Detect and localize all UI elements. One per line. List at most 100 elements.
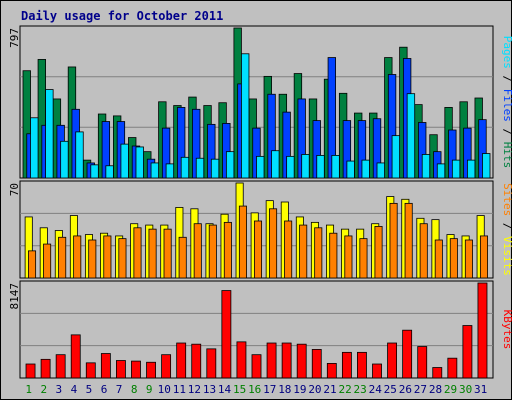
kbytes-bar-day-26 bbox=[402, 329, 413, 379]
kbytes-bar-day-10 bbox=[161, 354, 172, 379]
pages-bar-day-21 bbox=[331, 155, 340, 179]
legend-label-kbytes: KBytes bbox=[501, 310, 512, 350]
x-tick-label-5: 5 bbox=[86, 383, 93, 396]
legend-separator: / bbox=[501, 122, 512, 142]
x-tick-label-31: 31 bbox=[474, 383, 487, 396]
pages-bar-day-12 bbox=[195, 157, 205, 179]
pages-bar-day-23 bbox=[361, 159, 370, 179]
sites-bar-day-24 bbox=[374, 226, 383, 279]
pages-bar-day-27 bbox=[421, 154, 431, 179]
pages-bar-day-16 bbox=[256, 155, 265, 179]
kbytes-bar-day-13 bbox=[206, 348, 217, 379]
kbytes-bar-day-15 bbox=[236, 341, 247, 379]
kbytes-bar-day-5 bbox=[85, 362, 96, 379]
kbytes-bar-day-22 bbox=[341, 351, 352, 379]
sites-bar-day-1 bbox=[28, 250, 37, 279]
sites-bar-day-21 bbox=[329, 232, 338, 279]
x-tick-label-23: 23 bbox=[354, 383, 367, 396]
kbytes-bar-day-25 bbox=[387, 342, 397, 379]
visitors-panel: 70 Sites / Visits bbox=[8, 180, 512, 279]
sites-bar-day-13 bbox=[208, 224, 217, 279]
x-tick-label-24: 24 bbox=[369, 383, 383, 396]
sites-bar-day-12 bbox=[193, 223, 202, 279]
kbytes-bar-day-9 bbox=[146, 361, 156, 379]
legend-label-pages: Pages bbox=[501, 36, 512, 69]
x-tick-label-1: 1 bbox=[25, 383, 32, 396]
kbytes-bar-day-2 bbox=[40, 358, 51, 379]
pages-bar-day-8 bbox=[135, 146, 144, 179]
x-tick-label-4: 4 bbox=[71, 383, 78, 396]
pages-bar-day-10 bbox=[165, 163, 175, 179]
kbytes-bar-day-21 bbox=[326, 363, 337, 379]
legend-label-files: Files bbox=[501, 89, 512, 122]
x-tick-label-9: 9 bbox=[146, 383, 153, 396]
kbytes-bar-day-31 bbox=[477, 282, 488, 379]
kbytes-bar-day-11 bbox=[176, 342, 187, 379]
pages-bar-day-22 bbox=[346, 160, 355, 179]
pages-bar-day-1 bbox=[30, 117, 39, 179]
sites-bar-day-3 bbox=[58, 236, 67, 279]
chart-title: Daily usage for October 2011 bbox=[21, 9, 223, 23]
kbytes-bar-day-30 bbox=[462, 325, 473, 379]
sites-bar-day-25 bbox=[389, 202, 398, 279]
legend-label-hits: Hits bbox=[501, 142, 512, 169]
sites-bar-day-7 bbox=[118, 238, 127, 279]
legend-label-visits: Visits bbox=[501, 236, 512, 276]
pages-bar-day-28 bbox=[436, 163, 446, 179]
x-tick-label-30: 30 bbox=[459, 383, 472, 396]
pages-bar-day-18 bbox=[286, 155, 295, 179]
sites-bar-day-5 bbox=[88, 239, 97, 279]
x-tick-label-2: 2 bbox=[40, 383, 47, 396]
x-tick-label-3: 3 bbox=[56, 383, 63, 396]
sites-bar-day-17 bbox=[269, 208, 278, 279]
pages-bar-day-26 bbox=[406, 93, 416, 179]
kbytes-ymax-label: 8147 bbox=[8, 283, 21, 310]
kbytes-bar-day-23 bbox=[357, 351, 367, 379]
pages-bar-day-17 bbox=[271, 150, 280, 179]
x-tick-label-15: 15 bbox=[233, 383, 246, 396]
sites-bar-day-8 bbox=[133, 227, 142, 279]
kbytes-bar-day-24 bbox=[372, 363, 382, 379]
sites-bar-day-31 bbox=[479, 235, 488, 279]
sites-bar-day-11 bbox=[178, 236, 187, 279]
usage-side-legend: Pages / Files / Hits bbox=[501, 36, 512, 169]
kbytes-bar-day-6 bbox=[100, 353, 111, 379]
legend-separator: / bbox=[501, 216, 512, 236]
pages-bar-day-25 bbox=[391, 135, 401, 179]
x-tick-label-12: 12 bbox=[188, 383, 201, 396]
pages-bar-day-19 bbox=[301, 154, 310, 179]
kbytes-bar-day-8 bbox=[131, 360, 141, 379]
x-tick-label-8: 8 bbox=[131, 383, 138, 396]
sites-bar-day-19 bbox=[299, 224, 308, 279]
x-tick-label-6: 6 bbox=[101, 383, 108, 396]
pages-bar-day-30 bbox=[466, 159, 476, 179]
pages-bar-day-7 bbox=[120, 143, 129, 179]
sites-bar-day-6 bbox=[103, 235, 112, 279]
x-tick-label-11: 11 bbox=[173, 383, 186, 396]
sites-bar-day-27 bbox=[419, 223, 428, 279]
sites-bar-day-18 bbox=[284, 220, 293, 279]
kbytes-bar-day-27 bbox=[417, 346, 428, 379]
x-tick-label-22: 22 bbox=[338, 383, 351, 396]
x-tick-label-10: 10 bbox=[158, 383, 171, 396]
x-tick-label-14: 14 bbox=[218, 383, 232, 396]
sites-bar-day-29 bbox=[449, 238, 458, 279]
kbytes-bar-day-12 bbox=[191, 343, 202, 379]
pages-bar-day-3 bbox=[60, 140, 69, 179]
visitors-ymax-label: 70 bbox=[8, 183, 21, 196]
sites-bar-day-26 bbox=[404, 202, 413, 279]
kbytes-bar-day-16 bbox=[251, 354, 262, 379]
x-tick-label-19: 19 bbox=[293, 383, 306, 396]
x-tick-label-28: 28 bbox=[429, 383, 442, 396]
kbytes-bar-day-28 bbox=[432, 367, 443, 379]
legend-separator: / bbox=[501, 69, 512, 89]
visitors-series-sites bbox=[28, 202, 488, 279]
usage-panel: 797 Pages / Files / Hits bbox=[8, 25, 512, 179]
x-tick-label-26: 26 bbox=[399, 383, 412, 396]
pages-bar-day-20 bbox=[316, 155, 325, 179]
x-tick-label-16: 16 bbox=[248, 383, 261, 396]
sites-bar-day-2 bbox=[43, 243, 52, 279]
x-tick-label-18: 18 bbox=[278, 383, 291, 396]
sites-bar-day-23 bbox=[359, 238, 368, 279]
